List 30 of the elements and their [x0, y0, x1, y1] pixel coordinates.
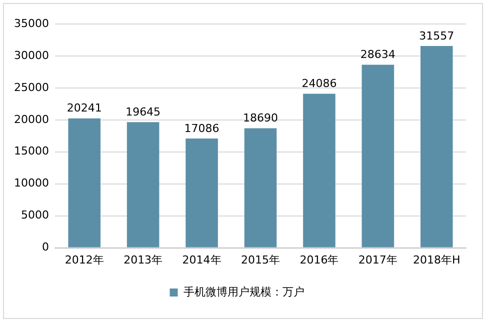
y-tick-label: 15000 — [14, 144, 49, 158]
x-tick-label: 2014年 — [182, 253, 222, 266]
x-tick-label: 2012年 — [64, 253, 104, 266]
y-tick-label: 5000 — [20, 208, 49, 222]
data-label: 28634 — [360, 48, 396, 62]
y-tick-label: 10000 — [14, 176, 49, 190]
legend-label: 手机微博用户规模：万户 — [183, 285, 304, 298]
bar — [362, 64, 394, 248]
y-tick-label: 35000 — [14, 16, 49, 30]
x-tick-label: 2018年H — [413, 253, 460, 266]
data-label: 24086 — [302, 77, 337, 90]
bar — [186, 138, 218, 248]
x-tick-label: 2015年 — [240, 253, 280, 266]
y-tick-label: 30000 — [14, 48, 49, 62]
bar — [303, 94, 336, 248]
data-label: 19645 — [126, 106, 161, 119]
bar — [244, 128, 277, 248]
data-label: 17086 — [184, 122, 220, 135]
x-tick-label: 2013年 — [124, 253, 163, 266]
bar — [126, 122, 160, 248]
bar — [420, 46, 453, 248]
data-label: 20241 — [66, 102, 102, 115]
x-tick-label: 2016年 — [300, 253, 339, 266]
y-tick-label: 0 — [42, 240, 49, 254]
data-label: 31557 — [419, 29, 454, 42]
bar — [68, 118, 100, 248]
data-label: 18690 — [242, 112, 278, 125]
y-tick-label: 20000 — [14, 112, 49, 126]
y-tick-label: 25000 — [14, 80, 49, 94]
x-tick-label: 2017年 — [358, 253, 398, 266]
